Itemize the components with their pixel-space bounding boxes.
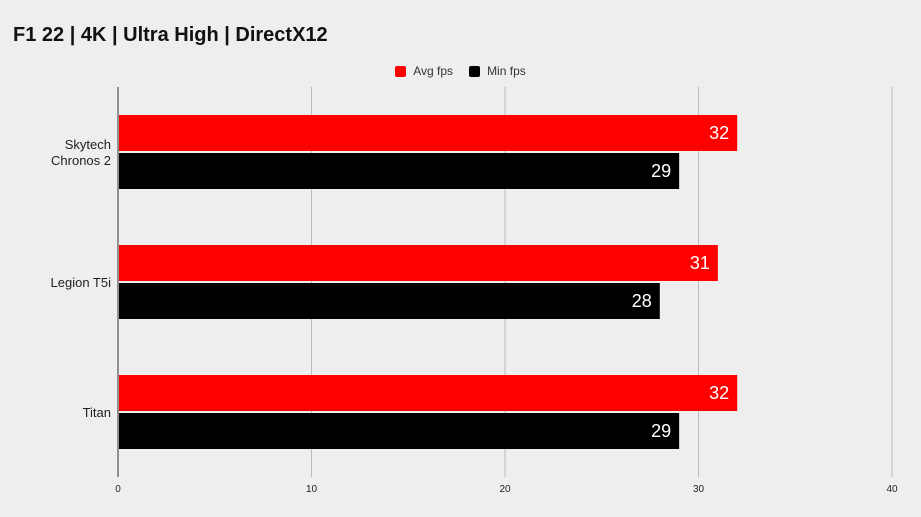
category-label-2: Titan — [83, 405, 111, 420]
bar-min-0 — [119, 153, 680, 189]
bar-avg-2 — [119, 375, 738, 411]
legend: Avg fps Min fps — [0, 64, 921, 78]
bar-avg-0 — [119, 115, 738, 151]
legend-item-avg: Avg fps — [395, 64, 453, 78]
legend-swatch-min — [469, 65, 481, 77]
legend-label-min: Min fps — [487, 64, 526, 78]
x-tick-label-40: 40 — [886, 484, 898, 495]
category-label-1: Legion T5i — [51, 275, 112, 290]
x-tick-label-10: 10 — [306, 484, 318, 495]
x-tick-label-30: 30 — [693, 484, 705, 495]
bar-avg-1 — [119, 245, 718, 281]
data-label-avg-1: 31 — [690, 253, 710, 273]
data-label-min-2: 29 — [651, 421, 671, 441]
data-label-avg-2: 32 — [709, 383, 729, 403]
bar-min-2 — [119, 413, 680, 449]
category-label-0: Skytech Chronos 2 — [51, 137, 111, 168]
x-tick-label-0: 0 — [115, 484, 121, 495]
data-label-avg-0: 32 — [709, 123, 729, 143]
legend-item-min: Min fps — [469, 64, 526, 78]
data-label-min-1: 28 — [632, 291, 652, 311]
legend-label-avg: Avg fps — [413, 64, 454, 78]
chart-title: F1 22 | 4K | Ultra High | DirectX12 — [13, 24, 328, 46]
x-tick-label-20: 20 — [499, 484, 511, 495]
legend-swatch-avg — [395, 65, 407, 77]
data-label-min-0: 29 — [651, 161, 671, 181]
bar-min-1 — [119, 283, 660, 319]
